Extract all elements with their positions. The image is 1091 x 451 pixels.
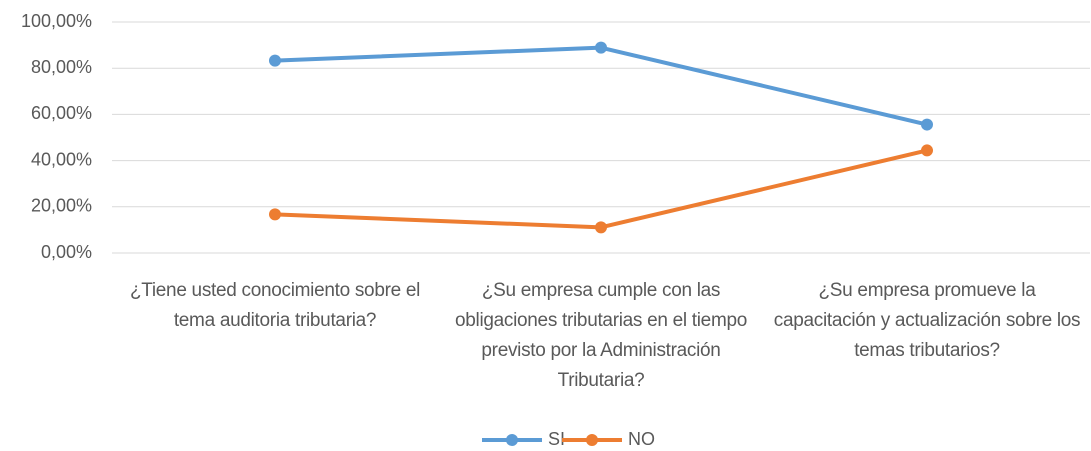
point bbox=[921, 118, 933, 131]
y-tick-label: 20,00% bbox=[31, 196, 92, 216]
point bbox=[595, 41, 607, 54]
legend-label: SI bbox=[548, 429, 565, 449]
y-tick-label: 40,00% bbox=[31, 149, 92, 169]
point bbox=[595, 221, 607, 234]
x-tick-label: ¿Tiene usted conocimiento sobre el tema … bbox=[129, 280, 421, 331]
x-tick-label: ¿Su empresa cumple con las obligaciones … bbox=[454, 280, 748, 391]
y-tick-label: 80,00% bbox=[31, 57, 92, 77]
y-tick-label: 100,00% bbox=[21, 11, 92, 31]
y-tick-label: 0,00% bbox=[41, 242, 92, 262]
series-line bbox=[274, 45, 928, 127]
y-tick-label: 60,00% bbox=[31, 103, 92, 123]
legend-marker bbox=[586, 434, 598, 446]
point bbox=[269, 208, 281, 221]
x-tick-label: ¿Su empresa promueve la capacitación y a… bbox=[773, 280, 1081, 361]
legend-label: NO bbox=[628, 429, 655, 449]
series-line bbox=[274, 148, 928, 230]
point bbox=[269, 54, 281, 67]
legend-marker bbox=[506, 434, 518, 446]
point bbox=[921, 144, 933, 157]
